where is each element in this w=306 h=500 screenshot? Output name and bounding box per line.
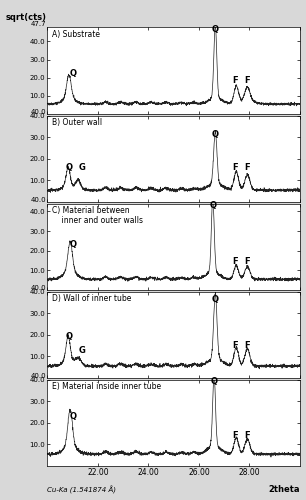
Text: Q: Q — [212, 130, 219, 140]
Text: Cu-Ka (1.541874 Å): Cu-Ka (1.541874 Å) — [47, 486, 116, 494]
Text: F: F — [233, 341, 238, 350]
Text: F: F — [244, 76, 250, 85]
Text: B) Outer wall: B) Outer wall — [53, 118, 103, 127]
Text: Q: Q — [65, 162, 73, 172]
Text: 40.0: 40.0 — [31, 196, 46, 202]
Text: C) Material between
    inner and outer walls: C) Material between inner and outer wall… — [53, 206, 144, 226]
Text: 2theta: 2theta — [268, 485, 300, 494]
Text: G: G — [79, 346, 86, 356]
Text: Q: Q — [65, 332, 73, 341]
Text: Q: Q — [211, 377, 218, 386]
Text: F: F — [233, 431, 238, 440]
Text: F: F — [233, 162, 238, 172]
Text: A) Substrate: A) Substrate — [53, 30, 100, 39]
Text: sqrt(cts): sqrt(cts) — [6, 12, 47, 22]
Text: Q: Q — [69, 68, 76, 78]
Text: F: F — [244, 258, 250, 266]
Text: 40.0: 40.0 — [31, 372, 46, 378]
Text: Q: Q — [69, 412, 76, 420]
Text: 40.0: 40.0 — [31, 284, 46, 290]
Text: E) Material inside inner tube: E) Material inside inner tube — [53, 382, 162, 391]
Text: Q: Q — [209, 202, 216, 210]
Text: Q: Q — [212, 25, 219, 34]
Text: F: F — [244, 162, 250, 172]
Text: F: F — [244, 431, 250, 440]
Text: F: F — [244, 341, 250, 350]
Text: 47.7: 47.7 — [31, 20, 46, 26]
Text: F: F — [233, 258, 238, 266]
Text: F: F — [233, 76, 238, 85]
Text: G: G — [79, 162, 86, 172]
Text: D) Wall of inner tube: D) Wall of inner tube — [53, 294, 132, 303]
Text: 40.0: 40.0 — [31, 108, 46, 114]
Text: Q: Q — [69, 240, 76, 248]
Text: Q: Q — [212, 296, 219, 304]
